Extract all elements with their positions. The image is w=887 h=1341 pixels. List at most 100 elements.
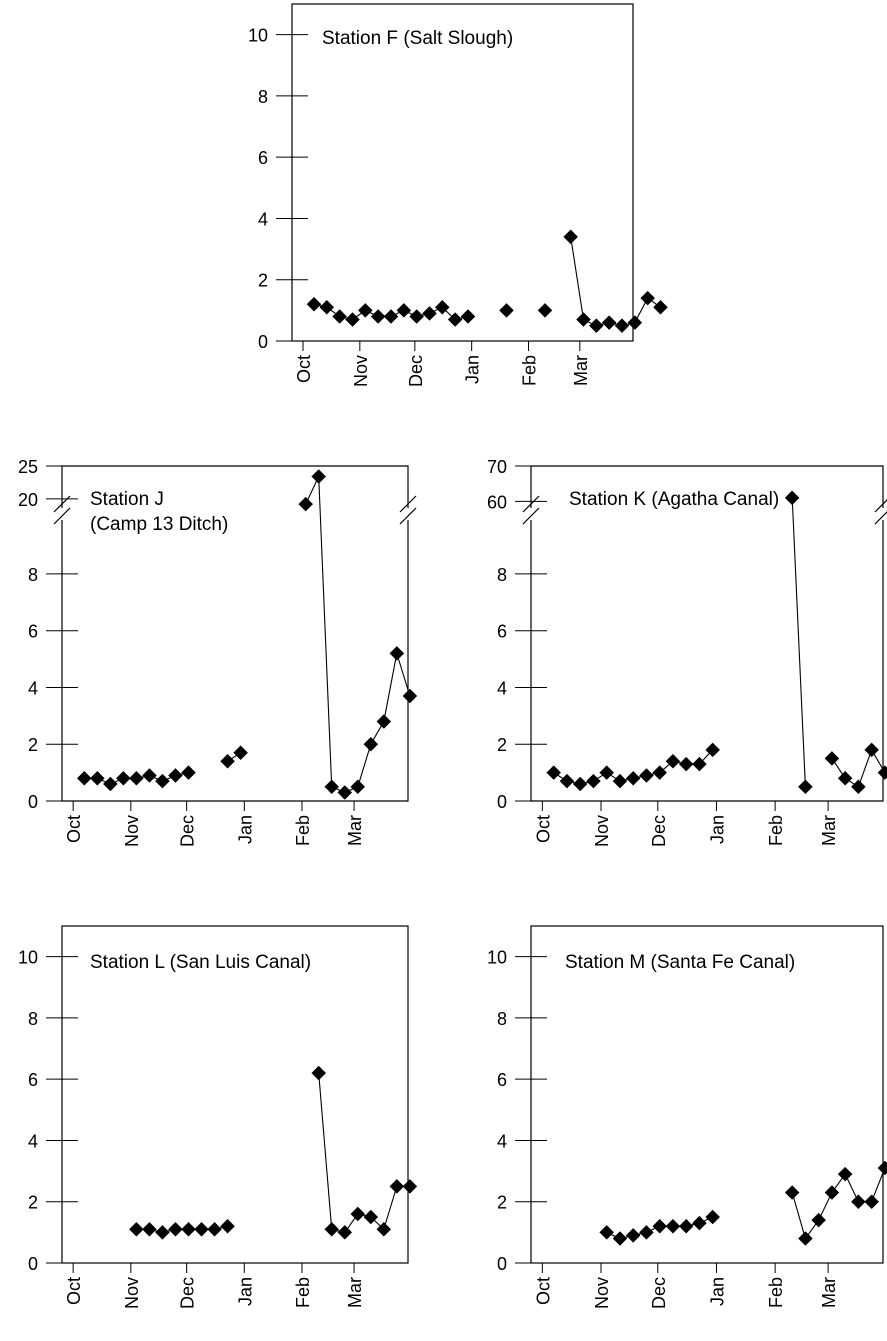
- station-k-data-point: [798, 779, 813, 795]
- station-f-data-point: [396, 303, 412, 318]
- station-m-data-point: [665, 1218, 681, 1234]
- station-k-data-point: [639, 768, 654, 783]
- station-k-ytick-label: 2: [497, 735, 507, 755]
- station-m-data-point: [798, 1231, 813, 1246]
- station-k-data-point: [678, 756, 694, 772]
- station-f-data-point: [332, 309, 348, 324]
- station-k-axis-break-mark: [522, 495, 540, 513]
- station-f-ytick-label: 4: [258, 209, 268, 229]
- station-l-data-point: [350, 1206, 366, 1222]
- station-j-data-point: [89, 770, 105, 786]
- station-f-data-point: [370, 309, 386, 324]
- station-j-data-point: [376, 714, 392, 729]
- station-j-data-point: [233, 745, 248, 761]
- station-k-data-point: [586, 773, 601, 789]
- station-j-ytick-label: 6: [28, 622, 38, 642]
- station-f-data-point: [306, 296, 322, 312]
- station-m-ytick-label: 6: [497, 1070, 507, 1090]
- station-m-data-point: [851, 1194, 866, 1210]
- station-f-xtick-label: Dec: [406, 355, 426, 387]
- station-j-data-point: [311, 469, 327, 484]
- station-f-data-point: [588, 318, 604, 334]
- station-k-data-point: [572, 776, 588, 792]
- station-k-xtick-label: Nov: [592, 815, 612, 847]
- station-l-ytick-label: 8: [28, 1009, 38, 1029]
- station-m-data-point: [692, 1215, 707, 1231]
- station-m-xtick-label: Mar: [819, 1277, 839, 1308]
- station-k-ytick-label: 0: [497, 792, 507, 812]
- station-j-data-point: [337, 785, 353, 800]
- station-k-data-point: [559, 773, 575, 789]
- station-k-frame: [530, 465, 884, 802]
- station-k-axis-break-mark: [874, 511, 887, 525]
- station-k-xtick-label: Dec: [649, 815, 669, 847]
- station-k-axis-break-mark: [522, 507, 540, 525]
- station-f-xtick-label: Nov: [351, 355, 371, 387]
- station-k-ytick-label: 8: [497, 565, 507, 585]
- station-k-ytick-label: 70: [487, 457, 507, 477]
- station-m-xtick-label: Jan: [707, 1277, 727, 1306]
- station-m-frame: [530, 925, 884, 1264]
- station-l-ytick-label: 4: [28, 1131, 38, 1151]
- station-j-data-point: [363, 736, 379, 752]
- station-l-data-point: [155, 1225, 170, 1240]
- station-f-ytick-label: 8: [258, 87, 268, 107]
- station-m-data-point: [678, 1218, 694, 1234]
- station-l-xtick-label: Dec: [178, 1277, 198, 1309]
- station-f-data-point: [447, 312, 463, 327]
- station-f-data-point: [409, 309, 425, 324]
- station-l-ytick-label: 6: [28, 1070, 38, 1090]
- station-f-xtick-label: Feb: [520, 355, 540, 386]
- station-l-xtick-label: Nov: [122, 1277, 142, 1309]
- station-l-data-point: [389, 1179, 405, 1194]
- station-j-ytick-label: 20: [18, 490, 38, 510]
- station-l-data-point: [181, 1221, 196, 1237]
- station-k-ytick-label: 4: [497, 678, 507, 698]
- station-j-ytick-label: 25: [18, 457, 38, 477]
- station-l-panel: 0 2 4 6 8 10 Oct Nov Dec Jan Feb Mar Station L (San …: [18, 925, 418, 1309]
- station-k-data-point: [692, 756, 707, 772]
- station-k-xtick-label: Feb: [766, 815, 786, 846]
- station-j-data-point: [324, 779, 340, 795]
- station-j-data-point: [76, 770, 92, 786]
- station-j-data-point: [220, 753, 235, 769]
- station-m-ytick-label: 0: [497, 1254, 507, 1274]
- station-j-data-point: [103, 776, 118, 792]
- station-f-data-point: [383, 309, 399, 324]
- station-f-xtick-label: Oct: [294, 355, 314, 383]
- station-k-data-point: [705, 742, 721, 758]
- station-m-ytick-label: 8: [497, 1009, 507, 1029]
- station-f-data-point: [319, 299, 335, 315]
- station-l-data-point: [142, 1221, 157, 1237]
- station-l-data-point: [168, 1221, 183, 1237]
- station-m-data-point: [705, 1209, 721, 1225]
- station-l-data-point: [129, 1221, 144, 1237]
- station-k-ytick-label: 6: [497, 622, 507, 642]
- station-f-ytick-label: 2: [258, 271, 268, 291]
- station-m-xtick-label: Oct: [533, 1277, 553, 1305]
- station-f-panel: 0 2 4 6 8 10 Oct Nov Dec Jan Feb Mar Station F (Salt…: [248, 3, 668, 387]
- station-k-data-point: [625, 770, 641, 786]
- station-f-data-point: [434, 299, 450, 315]
- station-l-ytick-label: 2: [28, 1193, 38, 1213]
- station-j-xtick-label: Nov: [122, 815, 142, 847]
- station-j-ytick-label: 2: [28, 735, 38, 755]
- station-l-xtick-label: Mar: [345, 1277, 365, 1308]
- station-f-data-point: [640, 290, 656, 306]
- station-j-data-point: [402, 688, 418, 704]
- station-l-data-point: [220, 1218, 235, 1234]
- station-m-ytick-label: 4: [497, 1131, 507, 1151]
- station-j-ytick-label: 0: [28, 792, 38, 812]
- station-k-data-point: [837, 770, 853, 786]
- station-j-ytick-label: 8: [28, 565, 38, 585]
- station-j-frame: [61, 465, 409, 802]
- station-k-data-point: [599, 765, 615, 780]
- station-f-data-point: [345, 312, 360, 327]
- station-j-data-point: [142, 768, 157, 783]
- station-l-xtick-label: Jan: [235, 1277, 255, 1306]
- station-k-data-point: [665, 753, 681, 769]
- station-j-panel: 0 2 4 6 8 20 25 Oct Nov Dec Jan Feb Mar Station J (Cam…: [18, 457, 418, 847]
- station-l-data-point: [311, 1065, 327, 1081]
- station-l-xtick-label: Oct: [64, 1277, 84, 1305]
